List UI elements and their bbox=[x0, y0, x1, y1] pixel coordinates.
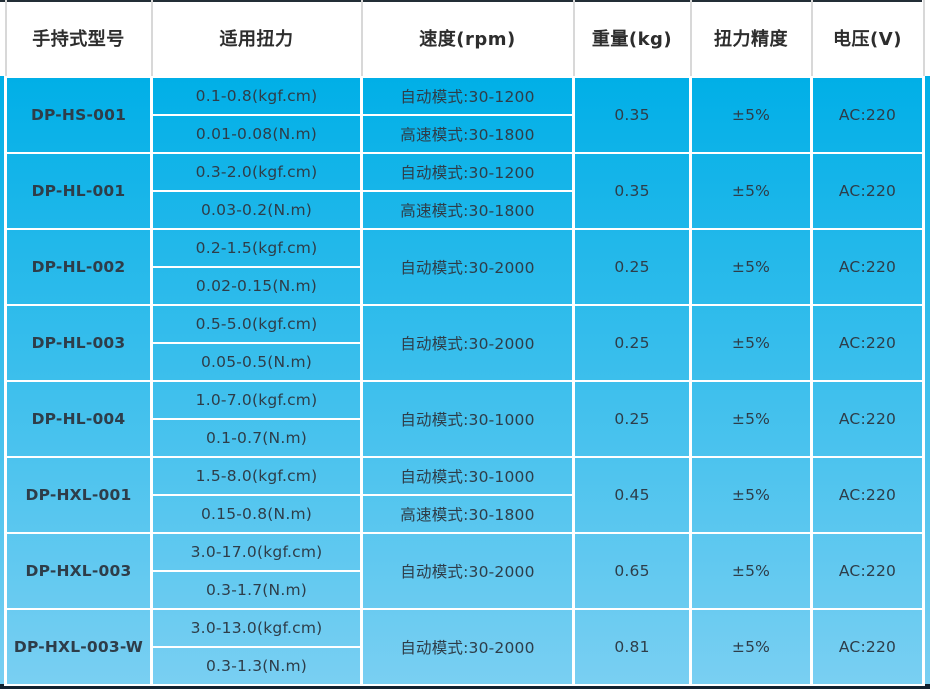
weight-cell: 0.25 bbox=[572, 380, 692, 458]
accuracy-cell: ±5% bbox=[689, 532, 813, 610]
accuracy-cell: ±5% bbox=[689, 152, 813, 230]
table-body: DP-HS-001 0.1-0.8(kgf.cm) 自动模式:30-1200 0.35… bbox=[4, 76, 925, 686]
table-row: DP-HXL-001 1.5-8.0(kgf.cm) 自动模式:30-1000 0.4… bbox=[4, 456, 925, 534]
weight-cell: 0.35 bbox=[572, 76, 692, 154]
table-row: 0.3-1.3(N.m) bbox=[6, 646, 924, 686]
torque-kgf-cell: 1.0-7.0(kgf.cm) bbox=[150, 380, 363, 420]
table-row: 0.3-1.7(N.m) bbox=[6, 570, 924, 610]
model-cell: DP-HXL-001 bbox=[4, 456, 153, 534]
model-cell: DP-HXL-003 bbox=[4, 532, 153, 610]
weight-cell: 0.81 bbox=[572, 608, 692, 686]
table-row: 0.05-0.5(N.m) bbox=[6, 342, 924, 382]
speed-auto-cell: 自动模式:30-1200 bbox=[360, 76, 575, 116]
table-header: 手持式型号 适用扭力 速度(rpm) 重量(kg) 扭力精度 电压(V) bbox=[4, 0, 925, 77]
table-row: 0.02-0.15(N.m) bbox=[6, 266, 924, 306]
accuracy-cell: ±5% bbox=[689, 228, 813, 306]
header-voltage: 电压(V) bbox=[810, 0, 925, 77]
speed-cell: 自动模式:30-1000 bbox=[360, 380, 575, 458]
weight-cell: 0.65 bbox=[572, 532, 692, 610]
table-row: DP-HS-001 0.1-0.8(kgf.cm) 自动模式:30-1200 0.35… bbox=[4, 76, 925, 154]
torque-nm-cell: 0.05-0.5(N.m) bbox=[150, 342, 363, 382]
torque-kgf-cell: 3.0-13.0(kgf.cm) bbox=[150, 608, 363, 648]
accuracy-cell: ±5% bbox=[689, 380, 813, 458]
table-row: 0.1-0.7(N.m) bbox=[6, 418, 924, 458]
header-accuracy: 扭力精度 bbox=[689, 0, 813, 77]
accuracy-cell: ±5% bbox=[689, 456, 813, 534]
table-row: DP-HL-004 1.0-7.0(kgf.cm) 自动模式:30-1000 0.25… bbox=[4, 380, 925, 458]
voltage-cell: AC:220 bbox=[810, 228, 925, 306]
torque-kgf-cell: 1.5-8.0(kgf.cm) bbox=[150, 456, 363, 496]
weight-cell: 0.45 bbox=[572, 456, 692, 534]
bottom-border-strip bbox=[0, 684, 930, 689]
speed-high-cell: 高速模式:30-1800 bbox=[360, 494, 575, 534]
torque-kgf-cell: 0.2-1.5(kgf.cm) bbox=[150, 228, 363, 268]
accuracy-cell: ±5% bbox=[689, 76, 813, 154]
table-row: DP-HXL-003-W 3.0-13.0(kgf.cm) 自动模式:30-2000… bbox=[4, 608, 925, 686]
table-row: DP-HL-002 0.2-1.5(kgf.cm) 自动模式:30-2000 0.25… bbox=[4, 228, 925, 306]
torque-nm-cell: 0.1-0.7(N.m) bbox=[150, 418, 363, 458]
speed-high-cell: 高速模式:30-1800 bbox=[360, 114, 575, 154]
weight-cell: 0.25 bbox=[572, 304, 692, 382]
torque-kgf-cell: 0.1-0.8(kgf.cm) bbox=[150, 76, 363, 116]
table-row: 0.03-0.2(N.m) 高速模式:30-1800 bbox=[6, 190, 924, 230]
spec-table: 手持式型号 适用扭力 速度(rpm) 重量(kg) 扭力精度 电压(V) DP-… bbox=[4, 0, 925, 686]
model-cell: DP-HXL-003-W bbox=[4, 608, 153, 686]
torque-nm-cell: 0.01-0.08(N.m) bbox=[150, 114, 363, 154]
voltage-cell: AC:220 bbox=[810, 304, 925, 382]
torque-nm-cell: 0.3-1.7(N.m) bbox=[150, 570, 363, 610]
torque-kgf-cell: 0.3-2.0(kgf.cm) bbox=[150, 152, 363, 192]
table-row: DP-HL-003 0.5-5.0(kgf.cm) 自动模式:30-2000 0.25… bbox=[4, 304, 925, 382]
accuracy-cell: ±5% bbox=[689, 608, 813, 686]
model-cell: DP-HS-001 bbox=[4, 76, 153, 154]
speed-cell: 自动模式:30-2000 bbox=[360, 532, 575, 610]
model-cell: DP-HL-002 bbox=[4, 228, 153, 306]
accuracy-cell: ±5% bbox=[689, 304, 813, 382]
speed-cell: 自动模式:30-2000 bbox=[360, 608, 575, 686]
speed-cell: 自动模式:30-2000 bbox=[360, 228, 575, 306]
weight-cell: 0.35 bbox=[572, 152, 692, 230]
table-row: DP-HL-001 0.3-2.0(kgf.cm) 自动模式:30-1200 0.35… bbox=[4, 152, 925, 230]
torque-kgf-cell: 3.0-17.0(kgf.cm) bbox=[150, 532, 363, 572]
header-torque: 适用扭力 bbox=[150, 0, 363, 77]
speed-cell: 自动模式:30-2000 bbox=[360, 304, 575, 382]
table-row: 0.15-0.8(N.m) 高速模式:30-1800 bbox=[6, 494, 924, 534]
table-row: DP-HXL-003 3.0-17.0(kgf.cm) 自动模式:30-2000 0.… bbox=[4, 532, 925, 610]
voltage-cell: AC:220 bbox=[810, 608, 925, 686]
weight-cell: 0.25 bbox=[572, 228, 692, 306]
speed-high-cell: 高速模式:30-1800 bbox=[360, 190, 575, 230]
torque-nm-cell: 0.3-1.3(N.m) bbox=[150, 646, 363, 686]
header-model: 手持式型号 bbox=[4, 0, 153, 77]
voltage-cell: AC:220 bbox=[810, 456, 925, 534]
torque-nm-cell: 0.02-0.15(N.m) bbox=[150, 266, 363, 306]
torque-kgf-cell: 0.5-5.0(kgf.cm) bbox=[150, 304, 363, 344]
speed-auto-cell: 自动模式:30-1200 bbox=[360, 152, 575, 192]
header-weight: 重量(kg) bbox=[572, 0, 692, 77]
voltage-cell: AC:220 bbox=[810, 76, 925, 154]
voltage-cell: AC:220 bbox=[810, 380, 925, 458]
voltage-cell: AC:220 bbox=[810, 152, 925, 230]
table-row: 0.01-0.08(N.m) 高速模式:30-1800 bbox=[6, 114, 924, 154]
header-speed: 速度(rpm) bbox=[360, 0, 575, 77]
voltage-cell: AC:220 bbox=[810, 532, 925, 610]
torque-nm-cell: 0.03-0.2(N.m) bbox=[150, 190, 363, 230]
model-cell: DP-HL-001 bbox=[4, 152, 153, 230]
model-cell: DP-HL-004 bbox=[4, 380, 153, 458]
speed-auto-cell: 自动模式:30-1000 bbox=[360, 456, 575, 496]
model-cell: DP-HL-003 bbox=[4, 304, 153, 382]
torque-nm-cell: 0.15-0.8(N.m) bbox=[150, 494, 363, 534]
